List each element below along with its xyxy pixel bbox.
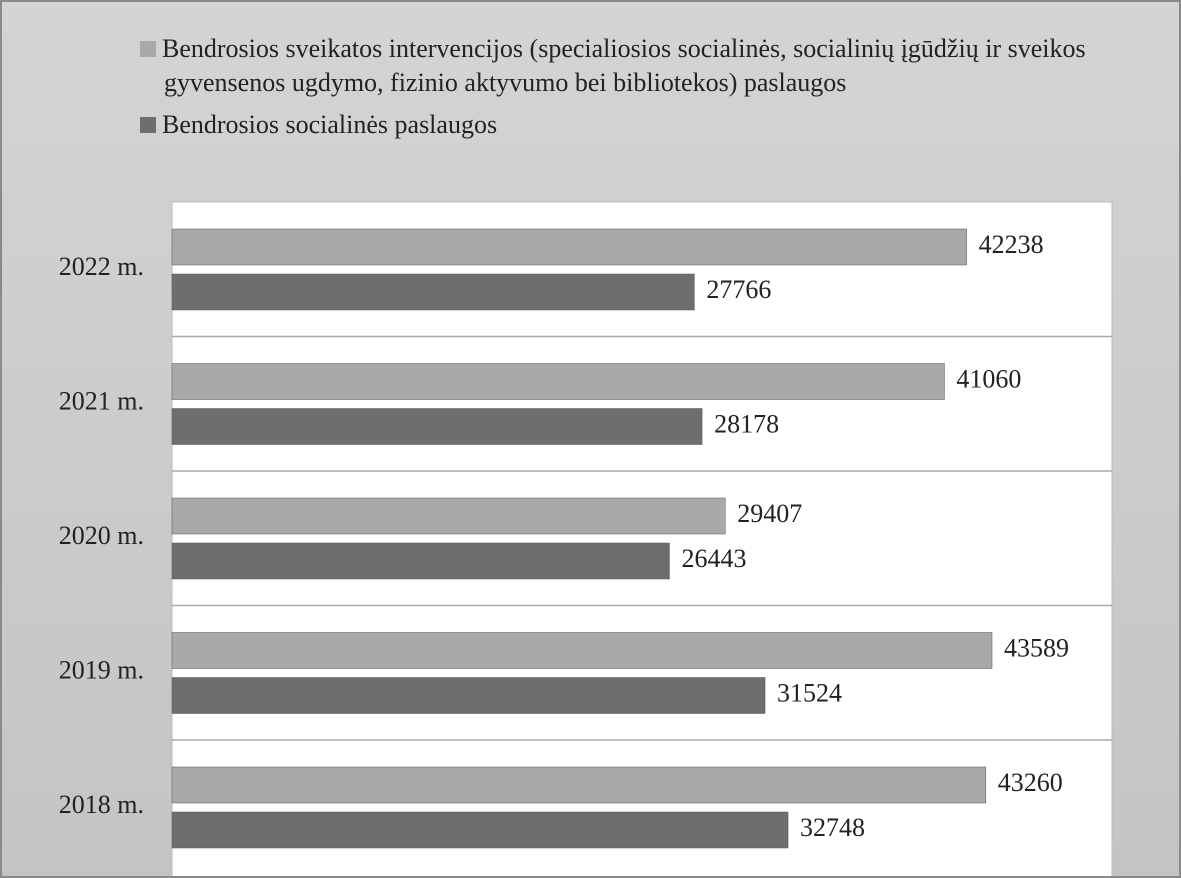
category-label: 2021 m. (59, 387, 144, 416)
bar (171, 497, 726, 535)
bar (171, 766, 987, 804)
legend-item: Bendrosios socialinės paslaugos (140, 108, 1170, 142)
plot-area (171, 201, 1113, 876)
data-label: 26443 (681, 544, 746, 573)
bar (171, 273, 695, 311)
legend-swatch (140, 41, 156, 57)
legend: Bendrosios sveikatos intervencijos (spec… (140, 32, 1170, 150)
data-label: 43589 (1004, 633, 1069, 662)
bar (171, 677, 766, 714)
legend-swatch (140, 117, 156, 133)
legend-label: Bendrosios socialinės paslaugos (162, 110, 498, 139)
bar (171, 811, 789, 849)
data-label: 29407 (737, 499, 802, 528)
category-label: 2020 m. (59, 521, 144, 550)
data-label: 41060 (956, 364, 1021, 393)
category-label: 2018 m. (59, 790, 144, 819)
bar (171, 632, 993, 669)
category-label: 2022 m. (59, 252, 144, 281)
data-label: 43260 (998, 768, 1063, 797)
data-label: 28178 (714, 409, 779, 438)
data-label: 42238 (979, 230, 1044, 259)
bar (171, 363, 945, 400)
legend-item: Bendrosios sveikatos intervencijos (spec… (140, 32, 1170, 100)
data-label: 31524 (777, 678, 842, 707)
bar (171, 228, 967, 266)
bar (171, 542, 670, 580)
bar (171, 408, 703, 445)
legend-label: Bendrosios sveikatos intervencijos (spec… (162, 34, 1086, 97)
data-label: 27766 (706, 275, 771, 304)
category-label: 2019 m. (59, 656, 144, 685)
data-label: 32748 (800, 813, 865, 842)
